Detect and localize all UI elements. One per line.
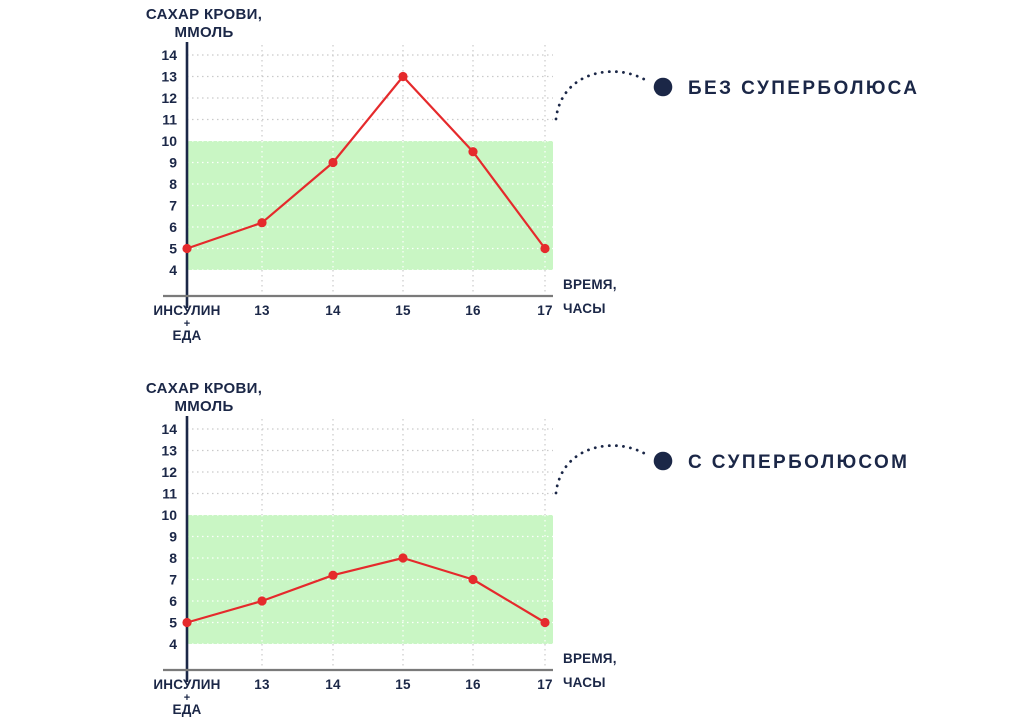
data-point [257, 596, 267, 606]
y-tick-label: 13 [161, 443, 177, 459]
y-tick-label: 4 [169, 636, 177, 652]
y-tick-label: 9 [169, 529, 177, 545]
blood-sugar-line [186, 75, 546, 250]
data-point [398, 71, 408, 82]
x-first-tick-label-line: ЕДА [173, 328, 202, 343]
chart-with-superbolus: САХАР КРОВИ,ММОЛЬ 4 5 6 7 8 9 10 11 12 13 14 13 14 15 1… [146, 380, 909, 717]
x-tick-label: 13 [254, 677, 270, 692]
y-tick-label: 8 [169, 550, 177, 566]
x-tick-label: 17 [537, 677, 552, 692]
x-axis-title-line: ВРЕМЯ, [563, 651, 617, 666]
data-point [468, 147, 478, 157]
blood-sugar-line [186, 556, 546, 624]
y-tick-label: 5 [169, 615, 177, 631]
x-tick-label: 14 [325, 303, 341, 318]
chart-title-line: САХАР КРОВИ, [146, 380, 262, 397]
data-point [328, 157, 338, 168]
annotation-label: С СУПЕРБОЛЮСОМ [688, 452, 909, 473]
x-tick-label: 17 [537, 303, 552, 318]
y-tick-label: 11 [162, 486, 177, 502]
annotation-bullet [653, 451, 673, 471]
y-tick-label: 14 [161, 421, 177, 437]
y-tick-label: 11 [162, 112, 177, 128]
chart-title-line: САХАР КРОВИ, [146, 6, 262, 23]
y-tick-label: 13 [161, 69, 177, 85]
chart-title-line: ММОЛЬ [174, 398, 233, 415]
x-first-tick-label-line: ЕДА [173, 702, 202, 717]
y-tick-label: 6 [169, 593, 177, 609]
y-tick-label: 4 [169, 262, 177, 278]
y-tick-label: 7 [169, 198, 177, 214]
y-tick-label: 9 [169, 155, 177, 171]
y-tick-label: 8 [169, 176, 177, 192]
data-point [398, 553, 408, 563]
x-tick-label: 16 [465, 677, 481, 692]
x-first-tick-label-line: ИНСУЛИН [153, 677, 220, 692]
x-tick-label: 14 [325, 677, 341, 692]
data-point [182, 243, 192, 254]
annotation-label: БЕЗ СУПЕРБОЛЮСА [688, 78, 919, 99]
x-tick-label: 15 [395, 303, 411, 318]
y-tick-label: 6 [169, 219, 177, 235]
data-point [468, 574, 478, 585]
x-tick-label: 13 [254, 303, 270, 318]
data-point [257, 218, 267, 228]
annotation-dotted-arrow [554, 70, 651, 121]
y-tick-label: 14 [161, 47, 177, 63]
y-tick-label: 7 [169, 572, 177, 588]
data-point [182, 617, 192, 628]
y-tick-label: 12 [161, 90, 177, 106]
y-tick-label: 10 [161, 507, 177, 523]
x-first-tick-label-line: + [184, 692, 190, 704]
x-first-tick-label-line: ИНСУЛИН [153, 303, 220, 318]
x-tick-label: 16 [465, 303, 481, 318]
y-tick-label: 12 [161, 464, 177, 480]
chart-title-line: ММОЛЬ [174, 24, 233, 41]
data-point [328, 570, 338, 580]
x-axis-title-line: ВРЕМЯ, [563, 277, 617, 292]
x-first-tick-label-line: + [184, 318, 190, 330]
x-axis-title-line: ЧАСЫ [563, 301, 606, 316]
x-tick-label: 15 [395, 677, 411, 692]
x-axis-title-line: ЧАСЫ [563, 675, 606, 690]
data-point [540, 243, 550, 254]
annotation-dotted-arrow [554, 444, 651, 495]
y-tick-label: 10 [161, 133, 177, 149]
chart-without-superbolus: САХАР КРОВИ,ММОЛЬ 4 5 6 7 8 9 10 11 12 13 14 13 14 15 1… [146, 6, 919, 343]
y-tick-label: 5 [169, 241, 177, 257]
annotation-bullet [653, 77, 673, 97]
data-point [540, 617, 550, 628]
